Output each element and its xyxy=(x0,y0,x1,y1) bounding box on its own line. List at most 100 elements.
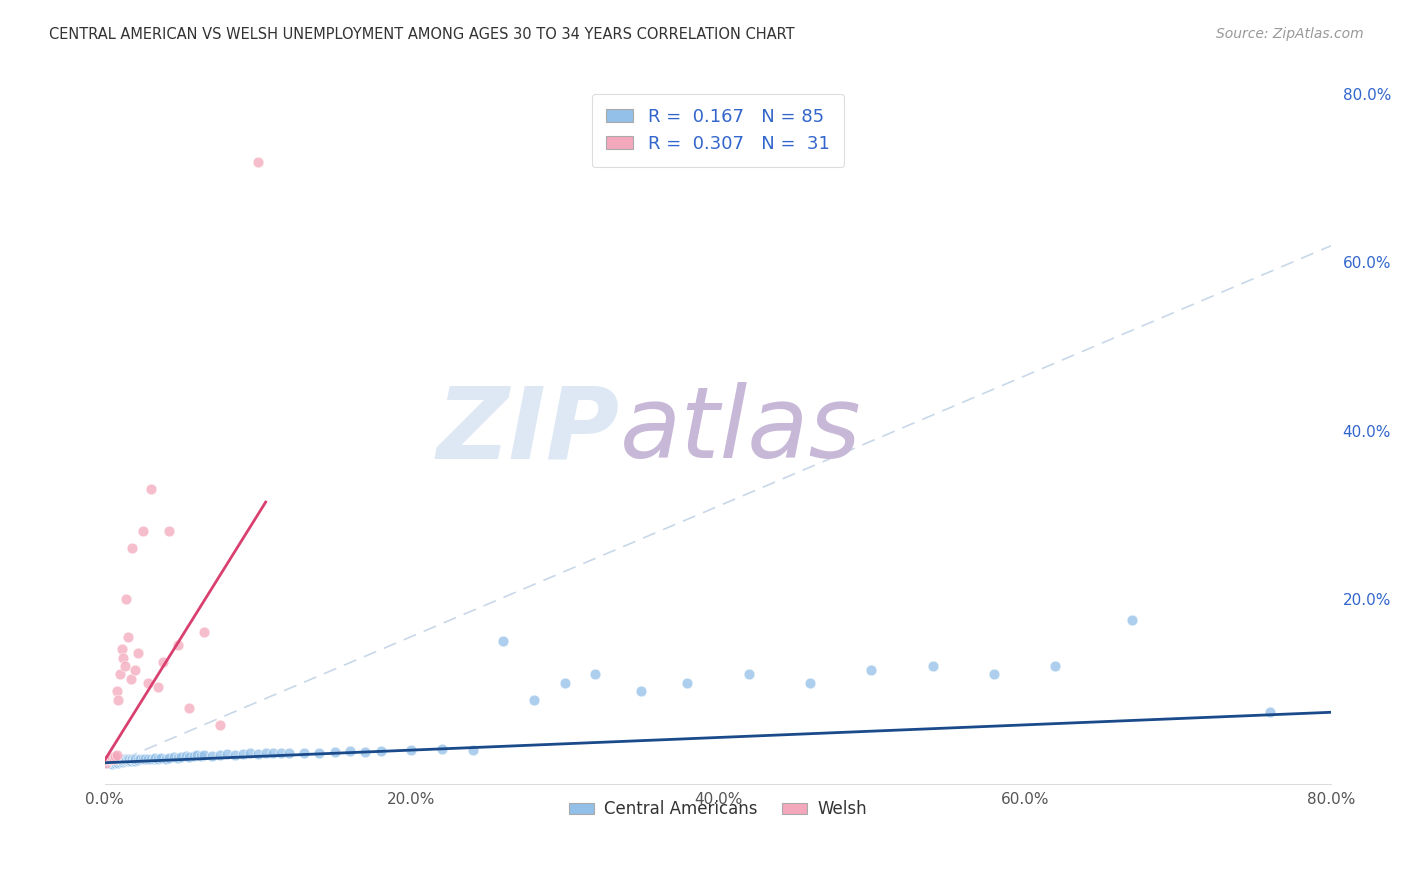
Point xyxy=(157,750,180,764)
Point xyxy=(114,754,136,768)
Point xyxy=(262,746,284,760)
Point xyxy=(98,751,121,765)
Point xyxy=(1045,659,1067,673)
Point xyxy=(117,754,139,768)
Point xyxy=(139,483,162,497)
Point xyxy=(183,749,205,764)
Point xyxy=(118,753,141,767)
Point xyxy=(270,747,292,761)
Point xyxy=(132,751,155,765)
Point xyxy=(101,749,124,764)
Point xyxy=(339,744,361,758)
Point xyxy=(132,524,155,539)
Point xyxy=(247,154,270,169)
Point xyxy=(134,752,156,766)
Point xyxy=(110,754,132,768)
Point xyxy=(115,591,138,606)
Point xyxy=(117,630,139,644)
Point xyxy=(105,748,128,763)
Point xyxy=(110,752,132,766)
Point xyxy=(112,650,135,665)
Point xyxy=(112,753,135,767)
Text: Source: ZipAtlas.com: Source: ZipAtlas.com xyxy=(1216,27,1364,41)
Point xyxy=(103,751,125,765)
Point xyxy=(167,750,190,764)
Point xyxy=(190,749,212,764)
Point xyxy=(174,749,197,764)
Point xyxy=(232,747,254,762)
Text: CENTRAL AMERICAN VS WELSH UNEMPLOYMENT AMONG AGES 30 TO 34 YEARS CORRELATION CHA: CENTRAL AMERICAN VS WELSH UNEMPLOYMENT A… xyxy=(49,27,794,42)
Point xyxy=(323,745,346,759)
Point xyxy=(401,743,423,757)
Text: atlas: atlas xyxy=(620,382,862,479)
Point xyxy=(114,752,136,766)
Point xyxy=(120,672,142,686)
Point xyxy=(152,655,174,669)
Point xyxy=(177,749,200,764)
Point xyxy=(107,753,129,767)
Point xyxy=(148,751,170,765)
Point xyxy=(112,755,135,769)
Point xyxy=(105,684,128,698)
Point xyxy=(97,753,120,767)
Point xyxy=(170,749,193,764)
Point xyxy=(124,663,146,677)
Point xyxy=(1121,613,1143,627)
Point xyxy=(201,749,224,764)
Point xyxy=(554,676,576,690)
Point xyxy=(193,625,215,640)
Point xyxy=(523,692,546,706)
Point xyxy=(430,742,453,756)
Point xyxy=(738,667,761,681)
Text: ZIP: ZIP xyxy=(437,382,620,479)
Point xyxy=(921,659,943,673)
Point xyxy=(142,751,165,765)
Point xyxy=(103,755,125,769)
Point xyxy=(254,747,277,761)
Point xyxy=(105,754,128,768)
Point xyxy=(101,756,124,771)
Point xyxy=(136,676,159,690)
Point xyxy=(163,749,186,764)
Point xyxy=(104,753,127,767)
Point xyxy=(461,743,484,757)
Point xyxy=(105,755,128,769)
Point xyxy=(630,684,652,698)
Point xyxy=(129,752,152,766)
Point xyxy=(239,747,262,761)
Point xyxy=(121,752,143,766)
Point xyxy=(354,745,377,759)
Legend: Central Americans, Welsh: Central Americans, Welsh xyxy=(562,794,873,825)
Point xyxy=(108,667,131,681)
Point xyxy=(492,633,515,648)
Point xyxy=(107,692,129,706)
Point xyxy=(860,663,883,677)
Point xyxy=(108,753,131,767)
Point xyxy=(1258,706,1281,720)
Point xyxy=(277,746,299,760)
Point xyxy=(108,755,131,769)
Point xyxy=(157,524,180,539)
Point xyxy=(100,752,122,766)
Point xyxy=(96,756,118,770)
Point xyxy=(104,749,127,764)
Point xyxy=(100,754,122,768)
Point xyxy=(148,680,170,694)
Point xyxy=(224,748,246,763)
Point xyxy=(127,753,149,767)
Point xyxy=(370,744,392,758)
Point xyxy=(96,756,118,770)
Point xyxy=(308,746,330,760)
Point xyxy=(124,751,146,765)
Point xyxy=(122,753,145,767)
Point xyxy=(97,753,120,767)
Point xyxy=(177,701,200,715)
Point xyxy=(101,752,124,766)
Point xyxy=(217,747,239,762)
Point xyxy=(114,659,136,673)
Point xyxy=(208,718,231,732)
Point xyxy=(799,676,821,690)
Point xyxy=(117,752,139,766)
Point xyxy=(98,755,121,769)
Point xyxy=(676,676,699,690)
